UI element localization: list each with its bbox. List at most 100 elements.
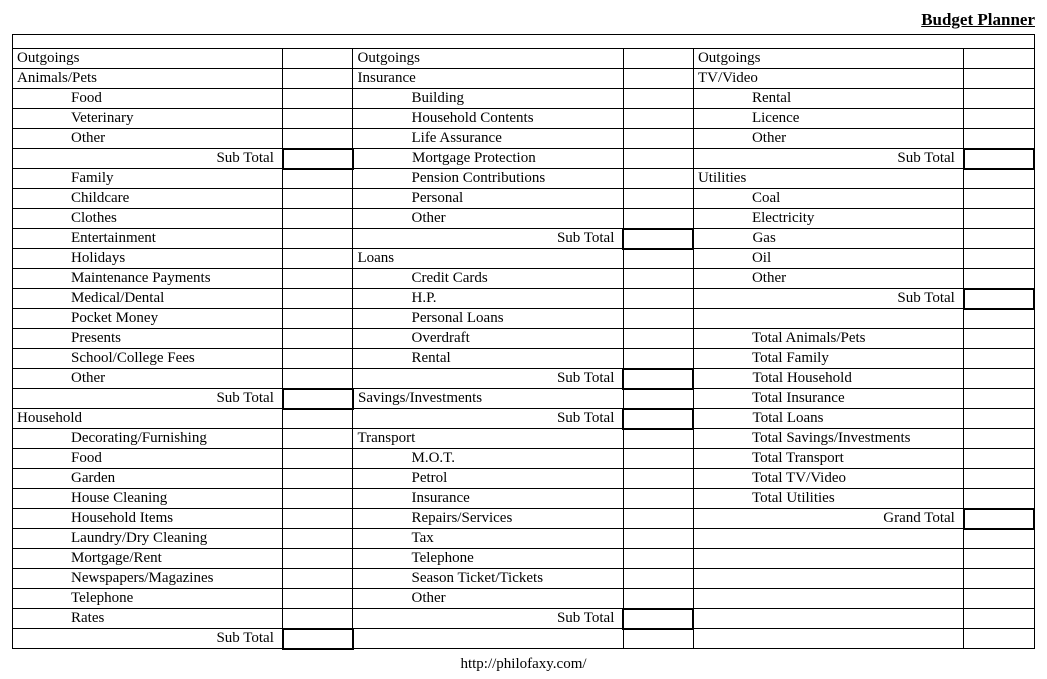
line-item-label: Credit Cards	[353, 269, 623, 289]
value-cell[interactable]	[623, 349, 693, 369]
subtotal-value-cell[interactable]	[623, 409, 693, 429]
value-cell[interactable]	[623, 109, 693, 129]
value-cell[interactable]	[964, 449, 1034, 469]
line-item-label: Insurance	[353, 489, 623, 509]
subtotal-value-cell[interactable]	[964, 149, 1034, 169]
section-header: Outgoings	[13, 49, 283, 69]
value-cell[interactable]	[964, 409, 1034, 429]
value-cell[interactable]	[283, 249, 353, 269]
value-cell	[964, 49, 1034, 69]
value-cell[interactable]	[623, 189, 693, 209]
value-cell[interactable]	[283, 429, 353, 449]
value-cell[interactable]	[623, 529, 693, 549]
subtotal-label: Grand Total	[693, 509, 963, 529]
value-cell[interactable]	[623, 509, 693, 529]
line-item-label: Mortgage Protection	[353, 149, 623, 169]
value-cell[interactable]	[623, 489, 693, 509]
value-cell[interactable]	[623, 569, 693, 589]
value-cell[interactable]	[283, 209, 353, 229]
empty-cell	[693, 629, 963, 649]
value-cell[interactable]	[623, 589, 693, 609]
table-row: Mortgage/RentTelephone	[13, 549, 1035, 569]
table-row: School/College FeesRentalTotal Family	[13, 349, 1035, 369]
value-cell[interactable]	[964, 209, 1034, 229]
value-cell[interactable]	[283, 469, 353, 489]
value-cell[interactable]	[283, 309, 353, 329]
value-cell[interactable]	[964, 109, 1034, 129]
value-cell[interactable]	[964, 489, 1034, 509]
value-cell[interactable]	[283, 189, 353, 209]
line-item-label: Newspapers/Magazines	[13, 569, 283, 589]
value-cell[interactable]	[964, 229, 1034, 249]
value-cell[interactable]	[283, 269, 353, 289]
value-cell[interactable]	[964, 369, 1034, 389]
value-cell[interactable]	[283, 509, 353, 529]
value-cell[interactable]	[283, 229, 353, 249]
value-cell[interactable]	[623, 329, 693, 349]
value-cell[interactable]	[623, 549, 693, 569]
value-cell[interactable]	[283, 489, 353, 509]
value-cell[interactable]	[623, 449, 693, 469]
value-cell[interactable]	[964, 389, 1034, 409]
value-cell[interactable]	[623, 309, 693, 329]
subtotal-value-cell[interactable]	[623, 229, 693, 249]
value-cell[interactable]	[964, 329, 1034, 349]
value-cell[interactable]	[283, 369, 353, 389]
value-cell[interactable]	[623, 129, 693, 149]
value-cell[interactable]	[964, 269, 1034, 289]
subtotal-value-cell[interactable]	[283, 629, 353, 649]
value-cell[interactable]	[964, 189, 1034, 209]
section-header: Animals/Pets	[13, 69, 283, 89]
table-row: TelephoneOther	[13, 589, 1035, 609]
value-cell[interactable]	[283, 329, 353, 349]
line-item-label: Entertainment	[13, 229, 283, 249]
value-cell[interactable]	[283, 169, 353, 189]
subtotal-label: Sub Total	[353, 229, 623, 249]
subtotal-value-cell[interactable]	[623, 369, 693, 389]
subtotal-value-cell[interactable]	[283, 149, 353, 169]
line-item-label: Holidays	[13, 249, 283, 269]
value-cell[interactable]	[964, 349, 1034, 369]
line-item-label: Other	[353, 589, 623, 609]
value-cell[interactable]	[283, 109, 353, 129]
value-cell[interactable]	[283, 609, 353, 629]
value-cell[interactable]	[283, 129, 353, 149]
subtotal-value-cell[interactable]	[964, 509, 1034, 529]
value-cell	[623, 629, 693, 649]
value-cell[interactable]	[623, 149, 693, 169]
value-cell[interactable]	[283, 589, 353, 609]
line-item-label: Telephone	[353, 549, 623, 569]
line-item-label: Season Ticket/Tickets	[353, 569, 623, 589]
subtotal-label: Sub Total	[693, 149, 963, 169]
subtotal-value-cell[interactable]	[964, 289, 1034, 309]
value-cell[interactable]	[964, 249, 1034, 269]
subtotal-value-cell[interactable]	[283, 389, 353, 409]
value-cell[interactable]	[283, 549, 353, 569]
value-cell[interactable]	[964, 129, 1034, 149]
table-row: PresentsOverdraftTotal Animals/Pets	[13, 329, 1035, 349]
value-cell[interactable]	[623, 209, 693, 229]
value-cell[interactable]	[964, 429, 1034, 449]
subtotal-label: Sub Total	[13, 629, 283, 649]
value-cell[interactable]	[623, 289, 693, 309]
value-cell[interactable]	[283, 89, 353, 109]
value-cell[interactable]	[964, 469, 1034, 489]
value-cell[interactable]	[623, 269, 693, 289]
subtotal-value-cell[interactable]	[623, 609, 693, 629]
value-cell[interactable]	[283, 529, 353, 549]
subtotal-label: Sub Total	[353, 369, 623, 389]
value-cell[interactable]	[623, 89, 693, 109]
table-row: Medical/DentalH.P.Sub Total	[13, 289, 1035, 309]
value-cell[interactable]	[964, 89, 1034, 109]
value-cell[interactable]	[623, 469, 693, 489]
line-item-label: Personal	[353, 189, 623, 209]
section-header: Outgoings	[353, 49, 623, 69]
value-cell	[283, 409, 353, 429]
value-cell[interactable]	[283, 449, 353, 469]
value-cell[interactable]	[283, 289, 353, 309]
value-cell[interactable]	[283, 569, 353, 589]
value-cell[interactable]	[623, 169, 693, 189]
line-item-label: Licence	[693, 109, 963, 129]
value-cell	[623, 69, 693, 89]
value-cell[interactable]	[283, 349, 353, 369]
